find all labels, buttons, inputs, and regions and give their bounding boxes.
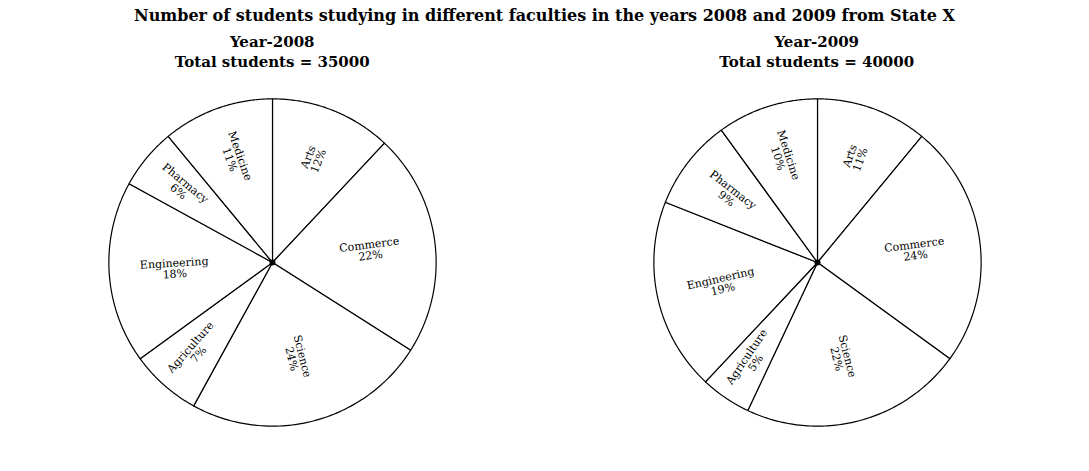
- svg-text:Science24%: Science24%: [280, 334, 314, 382]
- svg-text:Commerce22%: Commerce22%: [339, 235, 402, 266]
- svg-text:Engineering19%: Engineering19%: [685, 265, 757, 303]
- svg-text:Arts11%: Arts11%: [839, 142, 870, 174]
- html-text:Year-2008: Year-2008: [230, 33, 315, 51]
- svg-text:Medicine10%: Medicine10%: [763, 128, 802, 184]
- svg-text:Pharmacy6%: Pharmacy6%: [153, 160, 212, 214]
- svg-text:Agriculture7%: Agriculture7%: [164, 319, 225, 383]
- svg-text:Agriculture5%: Agriculture5%: [723, 327, 779, 394]
- html-text:Number of students studying in: Number of students studying in different…: [134, 6, 955, 25]
- svg-text:Engineering18%: Engineering18%: [140, 255, 210, 283]
- svg-text:Pharmacy9%: Pharmacy9%: [700, 168, 759, 222]
- svg-text:Commerce24%: Commerce24%: [883, 235, 946, 266]
- html-text:Total students = 35000: Total students = 35000: [174, 53, 370, 71]
- html-text:Total students = 40000: Total students = 40000: [719, 53, 915, 71]
- svg-text:Science22%: Science22%: [825, 334, 859, 382]
- html-text:Year-2009: Year-2009: [774, 33, 859, 51]
- svg-text:Arts12%: Arts12%: [298, 143, 329, 175]
- svg-text:Medicine11%: Medicine11%: [215, 129, 255, 186]
